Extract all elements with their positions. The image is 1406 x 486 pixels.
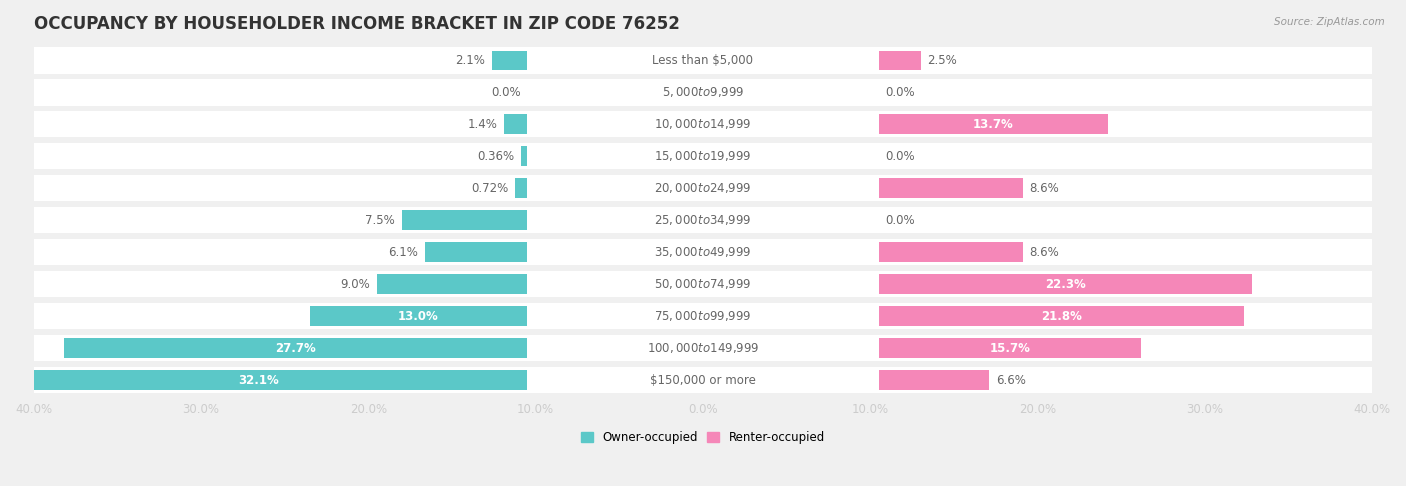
Text: 7.5%: 7.5% [366, 214, 395, 227]
Bar [425, 243, 527, 262]
Bar [879, 243, 1022, 262]
Text: $25,000 to $34,999: $25,000 to $34,999 [654, 213, 752, 227]
Legend: Owner-occupied, Renter-occupied: Owner-occupied, Renter-occupied [576, 426, 830, 449]
Text: 22.3%: 22.3% [1045, 278, 1085, 291]
Bar [879, 178, 1022, 198]
Bar [0, 370, 527, 390]
Bar [515, 178, 527, 198]
Text: 13.0%: 13.0% [398, 310, 439, 323]
Bar [34, 367, 1372, 393]
Text: 6.6%: 6.6% [995, 374, 1026, 386]
Text: 6.1%: 6.1% [388, 246, 419, 259]
Bar [34, 111, 1372, 138]
Text: $75,000 to $99,999: $75,000 to $99,999 [654, 309, 752, 323]
Bar [63, 338, 527, 358]
Text: 13.7%: 13.7% [973, 118, 1014, 131]
Text: $5,000 to $9,999: $5,000 to $9,999 [662, 86, 744, 100]
Bar [34, 47, 1372, 73]
Text: 27.7%: 27.7% [276, 342, 316, 355]
Text: 8.6%: 8.6% [1029, 246, 1059, 259]
Text: Less than $5,000: Less than $5,000 [652, 54, 754, 67]
Text: 32.1%: 32.1% [238, 374, 278, 386]
Bar [879, 115, 1108, 134]
Text: $50,000 to $74,999: $50,000 to $74,999 [654, 277, 752, 291]
Text: 0.0%: 0.0% [886, 214, 915, 227]
Bar [503, 115, 527, 134]
Text: 0.72%: 0.72% [471, 182, 509, 195]
Text: 0.36%: 0.36% [478, 150, 515, 163]
Bar [879, 274, 1251, 294]
Bar [492, 51, 527, 70]
Bar [34, 335, 1372, 361]
Text: $10,000 to $14,999: $10,000 to $14,999 [654, 118, 752, 131]
Bar [34, 303, 1372, 329]
Text: $20,000 to $24,999: $20,000 to $24,999 [654, 181, 752, 195]
Text: 8.6%: 8.6% [1029, 182, 1059, 195]
Bar [34, 239, 1372, 265]
Bar [309, 306, 527, 326]
Text: 0.0%: 0.0% [886, 150, 915, 163]
Bar [879, 338, 1142, 358]
Bar [34, 79, 1372, 105]
Text: Source: ZipAtlas.com: Source: ZipAtlas.com [1274, 17, 1385, 27]
Bar [879, 51, 921, 70]
Bar [522, 146, 527, 166]
Bar [34, 271, 1372, 297]
Bar [377, 274, 527, 294]
Text: $15,000 to $19,999: $15,000 to $19,999 [654, 149, 752, 163]
Bar [34, 143, 1372, 170]
Bar [34, 207, 1372, 233]
Bar [879, 306, 1243, 326]
Text: $35,000 to $49,999: $35,000 to $49,999 [654, 245, 752, 259]
Text: 1.4%: 1.4% [467, 118, 498, 131]
Text: 9.0%: 9.0% [340, 278, 370, 291]
Text: 2.5%: 2.5% [928, 54, 957, 67]
Text: 0.0%: 0.0% [491, 86, 520, 99]
Text: OCCUPANCY BY HOUSEHOLDER INCOME BRACKET IN ZIP CODE 76252: OCCUPANCY BY HOUSEHOLDER INCOME BRACKET … [34, 15, 679, 33]
Text: $150,000 or more: $150,000 or more [650, 374, 756, 386]
Text: $100,000 to $149,999: $100,000 to $149,999 [647, 341, 759, 355]
Text: 0.0%: 0.0% [886, 86, 915, 99]
Text: 15.7%: 15.7% [990, 342, 1031, 355]
Bar [34, 175, 1372, 201]
Text: 2.1%: 2.1% [456, 54, 485, 67]
Bar [879, 370, 990, 390]
Text: 21.8%: 21.8% [1040, 310, 1081, 323]
Bar [402, 210, 527, 230]
